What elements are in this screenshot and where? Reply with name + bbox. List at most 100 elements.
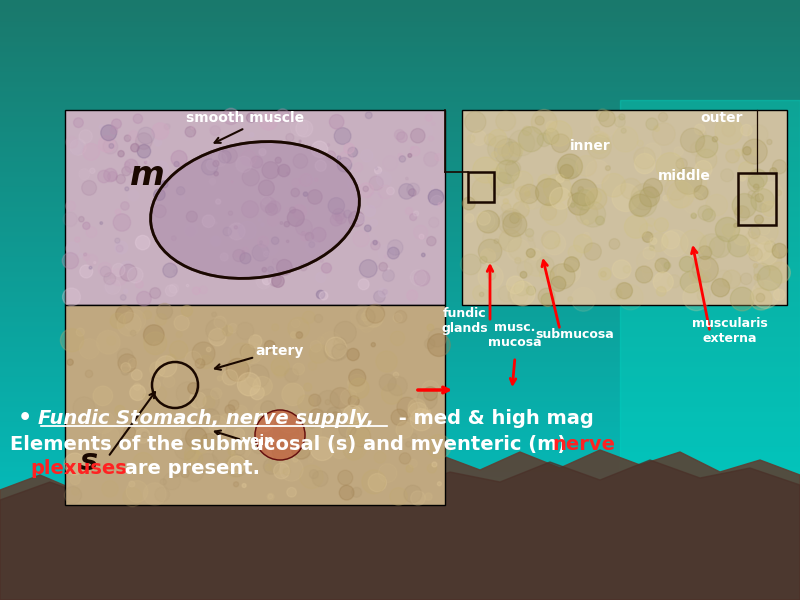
Bar: [0, 514, 800, 520]
Circle shape: [692, 275, 709, 292]
Circle shape: [185, 450, 203, 468]
Circle shape: [365, 225, 371, 232]
Circle shape: [272, 443, 290, 460]
Circle shape: [615, 282, 632, 299]
Circle shape: [186, 211, 198, 222]
Circle shape: [286, 487, 296, 497]
Bar: [0, 354, 800, 360]
Circle shape: [762, 201, 777, 217]
Circle shape: [332, 444, 346, 459]
Circle shape: [510, 143, 523, 157]
Circle shape: [182, 305, 193, 316]
Circle shape: [97, 331, 120, 354]
Bar: [0, 549, 800, 555]
Circle shape: [238, 221, 256, 239]
Circle shape: [348, 374, 366, 392]
Bar: [0, 324, 800, 330]
Circle shape: [242, 201, 258, 218]
Circle shape: [228, 448, 235, 455]
Circle shape: [638, 140, 643, 146]
Circle shape: [130, 143, 139, 152]
Circle shape: [722, 123, 735, 137]
Circle shape: [332, 344, 348, 360]
Circle shape: [654, 272, 674, 292]
Bar: [0, 424, 800, 430]
Circle shape: [571, 287, 595, 311]
Circle shape: [293, 457, 298, 462]
Circle shape: [570, 203, 575, 208]
Bar: [0, 259, 800, 265]
Circle shape: [502, 212, 527, 236]
Circle shape: [390, 331, 405, 346]
Bar: [462, 110, 787, 305]
Circle shape: [374, 451, 386, 463]
Circle shape: [537, 257, 554, 274]
Bar: [0, 479, 800, 485]
Circle shape: [362, 306, 384, 327]
Circle shape: [158, 422, 182, 445]
Circle shape: [522, 126, 532, 136]
Circle shape: [242, 251, 245, 253]
Circle shape: [214, 316, 226, 328]
Circle shape: [231, 181, 233, 183]
Circle shape: [266, 464, 271, 470]
Circle shape: [348, 421, 370, 443]
Circle shape: [634, 148, 655, 169]
Circle shape: [121, 261, 133, 272]
Circle shape: [546, 271, 554, 280]
Circle shape: [428, 329, 446, 347]
Circle shape: [760, 203, 766, 210]
Circle shape: [759, 182, 782, 205]
Circle shape: [512, 171, 533, 192]
Circle shape: [210, 179, 216, 185]
Bar: [0, 504, 800, 510]
Circle shape: [193, 287, 200, 295]
Circle shape: [612, 260, 631, 279]
Circle shape: [104, 273, 116, 284]
Circle shape: [121, 362, 130, 373]
Circle shape: [267, 493, 274, 500]
Circle shape: [550, 264, 575, 289]
Circle shape: [316, 290, 325, 299]
Circle shape: [747, 245, 758, 256]
Circle shape: [478, 264, 503, 290]
Circle shape: [306, 239, 320, 253]
Circle shape: [258, 218, 261, 221]
Circle shape: [506, 276, 524, 293]
Circle shape: [309, 394, 321, 406]
Circle shape: [491, 173, 514, 196]
Circle shape: [118, 349, 133, 364]
Circle shape: [502, 203, 511, 213]
Circle shape: [286, 207, 289, 211]
Circle shape: [282, 440, 292, 450]
Circle shape: [78, 253, 83, 257]
Circle shape: [105, 279, 121, 295]
Circle shape: [318, 337, 324, 343]
Circle shape: [568, 297, 573, 302]
Circle shape: [594, 127, 599, 132]
Circle shape: [225, 405, 235, 415]
Circle shape: [701, 260, 710, 270]
Circle shape: [748, 125, 768, 145]
Circle shape: [240, 377, 258, 396]
Circle shape: [271, 358, 290, 376]
Circle shape: [531, 109, 557, 135]
Bar: [0, 204, 800, 210]
Text: smooth muscle: smooth muscle: [186, 111, 304, 125]
Circle shape: [510, 281, 535, 305]
Circle shape: [192, 342, 215, 365]
Circle shape: [208, 415, 226, 434]
Bar: [0, 329, 800, 335]
Circle shape: [150, 386, 166, 403]
Bar: [0, 249, 800, 255]
Bar: [0, 304, 800, 310]
Bar: [0, 279, 800, 285]
Text: submucosa: submucosa: [536, 328, 614, 341]
Circle shape: [112, 263, 125, 277]
Bar: [0, 14, 800, 20]
Circle shape: [646, 118, 658, 130]
Circle shape: [70, 475, 80, 485]
Circle shape: [174, 161, 179, 167]
Circle shape: [335, 213, 346, 224]
Circle shape: [209, 329, 226, 346]
